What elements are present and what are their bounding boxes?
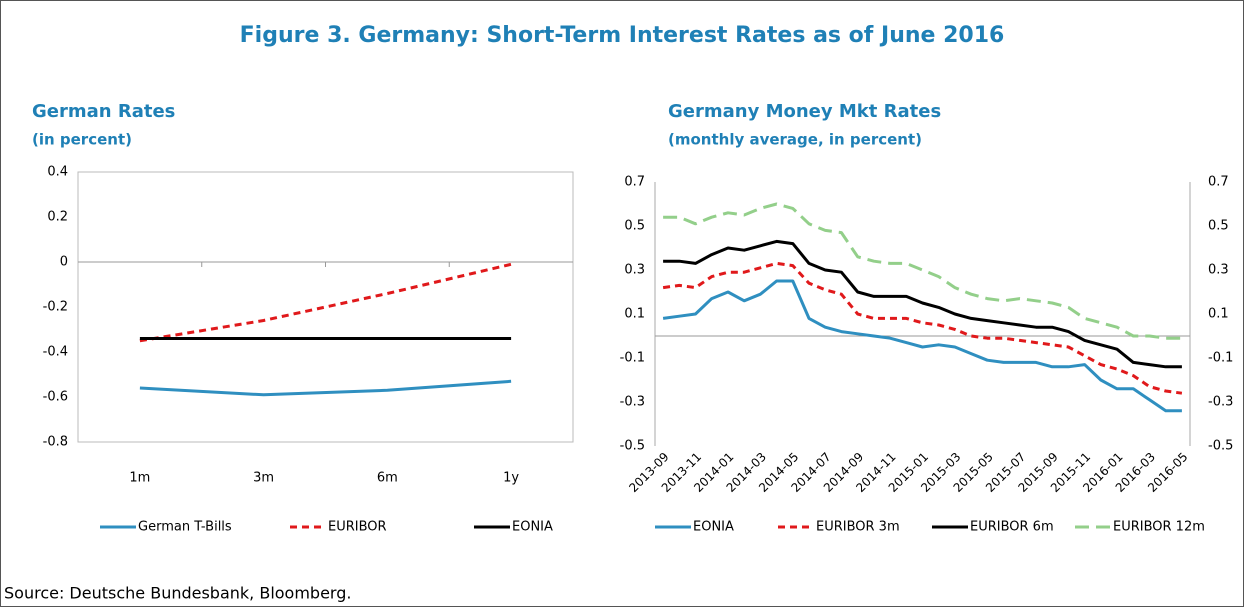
series-line xyxy=(662,279,1182,413)
series-line xyxy=(663,239,1182,369)
series-line xyxy=(663,202,1182,340)
y-tick-label: -0.3 xyxy=(620,395,645,410)
chart-title: German Rates xyxy=(32,101,175,122)
legend-label: EURIBOR 3m xyxy=(816,520,900,535)
y-tick-label: 0.1 xyxy=(624,307,645,322)
y-tick-label: -0.2 xyxy=(43,300,68,315)
plot-area xyxy=(77,171,574,443)
y2-tick-label: 0.3 xyxy=(1208,263,1229,278)
figure-title: Figure 3. Germany: Short-Term Interest R… xyxy=(240,23,1005,48)
x-tick-label: 1y xyxy=(503,471,519,486)
y-tick-label: 0.2 xyxy=(47,210,68,225)
x-tick-label: 1m xyxy=(129,471,150,486)
chart-title: Germany Money Mkt Rates xyxy=(668,101,941,122)
chart-subtitle: (in percent) xyxy=(32,131,132,149)
series-line xyxy=(139,262,512,343)
legend-label: EURIBOR xyxy=(328,520,387,535)
legend-label: EURIBOR 6m xyxy=(970,520,1054,535)
legend-label: German T-Bills xyxy=(138,520,232,535)
source-note: Source: Deutsche Bundesbank, Bloomberg. xyxy=(4,584,351,603)
y-tick-label: -0.8 xyxy=(43,435,68,450)
y-tick-label: 0 xyxy=(60,255,68,270)
y2-tick-label: 0.1 xyxy=(1208,307,1229,322)
y2-tick-label: -0.1 xyxy=(1208,351,1233,366)
legend-label: EONIA xyxy=(512,520,553,535)
y2-tick-label: 0.5 xyxy=(1208,219,1229,234)
y-tick-label: 0.7 xyxy=(624,175,645,190)
y2-tick-label: -0.5 xyxy=(1208,439,1233,454)
legend-label: EURIBOR 12m xyxy=(1113,520,1205,535)
y2-tick-label: 0.7 xyxy=(1208,175,1229,190)
y2-tick-label: -0.3 xyxy=(1208,395,1233,410)
y-tick-label: -0.5 xyxy=(620,439,645,454)
y-tick-label: -0.1 xyxy=(620,351,645,366)
legend-label: EONIA xyxy=(693,520,734,535)
series-line xyxy=(139,379,512,397)
chart-subtitle: (monthly average, in percent) xyxy=(668,131,922,149)
y-tick-label: 0.3 xyxy=(624,263,645,278)
x-tick-label: 3m xyxy=(253,471,274,486)
y-tick-label: 0.5 xyxy=(624,219,645,234)
y-tick-label: 0.4 xyxy=(47,165,68,180)
y-tick-label: -0.6 xyxy=(43,390,68,405)
y-tick-label: -0.4 xyxy=(43,345,68,360)
x-tick-label: 6m xyxy=(377,471,398,486)
series-line xyxy=(662,261,1183,395)
